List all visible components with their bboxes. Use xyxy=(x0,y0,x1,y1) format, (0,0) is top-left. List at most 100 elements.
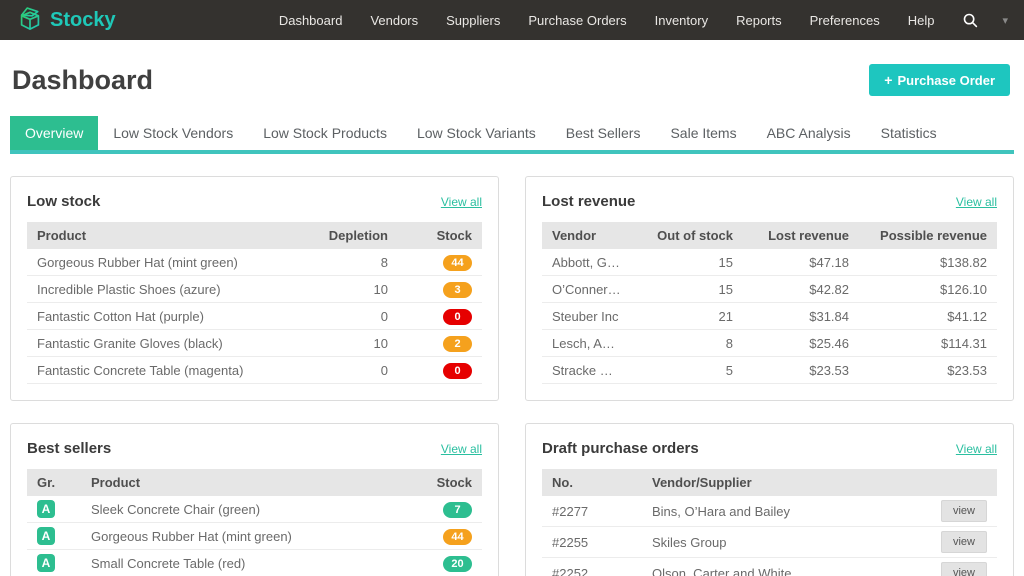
tab-low-stock-vendors[interactable]: Low Stock Vendors xyxy=(113,125,234,141)
column-header: Product xyxy=(27,222,288,249)
table-cell: #2255 xyxy=(542,526,642,558)
column-header: Stock xyxy=(398,469,482,496)
column-header: Gr. xyxy=(27,469,81,496)
table-cell: $114.31 xyxy=(859,329,997,357)
table-row: Steuber Inc 21 $31.84 $41.12 xyxy=(542,302,997,330)
nav-item-help[interactable]: Help xyxy=(907,12,935,28)
table-cell: Gorgeous Rubber Hat (mint green) xyxy=(27,249,288,276)
nav-item-dashboard[interactable]: Dashboard xyxy=(278,12,343,28)
table-cell: Steuber Inc xyxy=(542,302,631,330)
view-all-link[interactable]: View all xyxy=(440,194,482,209)
table-row: A Sleek Concrete Chair (green) 7 xyxy=(27,496,482,523)
view-button[interactable]: view xyxy=(940,562,987,576)
column-header: Out of stock xyxy=(631,222,743,249)
dashboard-grid: Low stock View all Product Depletion Stock… xyxy=(10,176,1014,576)
table-cell: 21 xyxy=(631,302,743,330)
table-row: Abbott, Gaylord and Littel15$47.18$138.8… xyxy=(542,249,997,276)
nav-item-vendors[interactable]: Vendors xyxy=(370,12,419,28)
stock-badge: 44 xyxy=(443,528,472,545)
view-all-link[interactable]: View all xyxy=(440,441,482,456)
table-cell: 10 xyxy=(288,275,398,303)
tab-best-sellers[interactable]: Best Sellers xyxy=(565,125,641,141)
table-row: Fantastic Cotton Hat (purple) 0 0 xyxy=(27,302,482,330)
table-row: Fantastic Concrete Table (magenta) 0 0 xyxy=(27,356,482,384)
table-cell: view xyxy=(907,496,997,527)
table-cell: 20 xyxy=(398,549,482,576)
card-header: Draft purchase orders View all xyxy=(542,436,997,469)
table-cell: view xyxy=(907,557,997,576)
view-all-link[interactable]: View all xyxy=(955,441,997,456)
stock-badge: 2 xyxy=(443,335,472,352)
table-row: Incredible Plastic Shoes (azure) 10 3 xyxy=(27,275,482,303)
table-cell: 15 xyxy=(631,249,743,276)
table-cell: 0 xyxy=(288,302,398,330)
view-all-link[interactable]: View all xyxy=(955,194,997,209)
table-cell: Gorgeous Rubber Hat (mint green) xyxy=(81,522,398,550)
table-header-row: Gr. Product Stock xyxy=(27,469,482,496)
table-cell: #2252 xyxy=(542,557,642,576)
table-row: Lesch, Adams and Kuvalis8$25.46$114.31 xyxy=(542,329,997,357)
nav-item-suppliers[interactable]: Suppliers xyxy=(446,12,501,28)
caret-down-icon[interactable]: ▾ xyxy=(1002,14,1008,27)
top-nav-bar: Stocky Dashboard Vendors Suppliers Purchase… xyxy=(0,0,1024,40)
table-cell: 5 xyxy=(631,356,743,384)
view-button[interactable]: view xyxy=(940,500,987,522)
table-header-row: Product Depletion Stock xyxy=(27,222,482,249)
stock-badge: 44 xyxy=(443,254,472,271)
stock-badge: 7 xyxy=(443,501,472,518)
page-header: Dashboard + Purchase Order xyxy=(0,40,1024,116)
nav-item-purchase-orders[interactable]: Purchase Orders xyxy=(528,12,627,28)
purchase-order-button[interactable]: + Purchase Order xyxy=(869,64,1010,96)
column-header: Vendor/Supplier xyxy=(642,469,907,496)
nav-item-preferences[interactable]: Preferences xyxy=(809,12,880,28)
draft-purchase-orders-table: No. Vendor/Supplier #2277 Bins, O’Hara and … xyxy=(542,469,997,576)
table-row: O’Conner Group15$42.82$126.10 xyxy=(542,275,997,303)
tab-sale-items[interactable]: Sale Items xyxy=(670,125,737,141)
table-cell: 0 xyxy=(288,356,398,384)
table-cell: Abbott, Gaylord and Littel xyxy=(542,249,631,276)
lost-revenue-table: Vendor Out of stock Lost revenue Possible r… xyxy=(542,222,997,384)
tab-low-stock-products[interactable]: Low Stock Products xyxy=(263,125,387,141)
nav-item-reports[interactable]: Reports xyxy=(736,12,782,28)
table-cell: $138.82 xyxy=(859,249,997,276)
tab-abc-analysis[interactable]: ABC Analysis xyxy=(766,125,851,141)
tab-bar: Overview Low Stock Vendors Low Stock Produ… xyxy=(10,116,1014,154)
tab-statistics[interactable]: Statistics xyxy=(880,125,937,141)
column-header: No. xyxy=(542,469,642,496)
stock-badge: 3 xyxy=(443,281,472,298)
table-cell: A xyxy=(27,549,81,576)
stock-badge: 20 xyxy=(443,555,472,572)
table-cell: $126.10 xyxy=(859,275,997,303)
table-cell: 0 xyxy=(398,356,482,384)
cube-logo-icon xyxy=(16,6,44,34)
table-cell: 44 xyxy=(398,249,482,276)
card-draft-purchase-orders: Draft purchase orders View all No. Vendor… xyxy=(525,423,1014,576)
table-row: Stracke Group 5 $23.53 $23.53 xyxy=(542,356,997,384)
table-cell: $31.84 xyxy=(743,302,859,330)
column-header: Vendor xyxy=(542,222,631,249)
card-header: Best sellers View all xyxy=(27,436,482,469)
column-header: Depletion xyxy=(288,222,398,249)
column-header: Lost revenue xyxy=(743,222,859,249)
table-cell: 3 xyxy=(398,275,482,303)
purchase-order-button-label: Purchase Order xyxy=(897,72,995,88)
table-cell: Small Concrete Table (red) xyxy=(81,549,398,576)
table-row: Gorgeous Rubber Hat (mint green) 8 44 xyxy=(27,249,482,276)
table-cell: Incredible Plastic Shoes (azure) xyxy=(27,275,288,303)
tab-overview[interactable]: Overview xyxy=(10,116,99,150)
view-button[interactable]: view xyxy=(940,531,987,553)
table-cell: 15 xyxy=(631,275,743,303)
brand-name: Stocky xyxy=(50,8,116,31)
table-cell: 10 xyxy=(288,329,398,357)
table-cell: $23.53 xyxy=(859,356,997,384)
nav-item-inventory[interactable]: Inventory xyxy=(654,12,709,28)
app-logo[interactable]: Stocky xyxy=(16,6,116,34)
table-cell: 7 xyxy=(398,496,482,523)
table-cell: Fantastic Concrete Table (magenta) xyxy=(27,356,288,384)
card-title: Best sellers xyxy=(27,440,112,457)
search-icon[interactable] xyxy=(962,12,978,28)
column-header: Product xyxy=(81,469,398,496)
card-title: Lost revenue xyxy=(542,193,636,210)
tab-low-stock-variants[interactable]: Low Stock Variants xyxy=(416,125,536,141)
table-cell: Bins, O’Hara and Bailey xyxy=(642,496,907,527)
